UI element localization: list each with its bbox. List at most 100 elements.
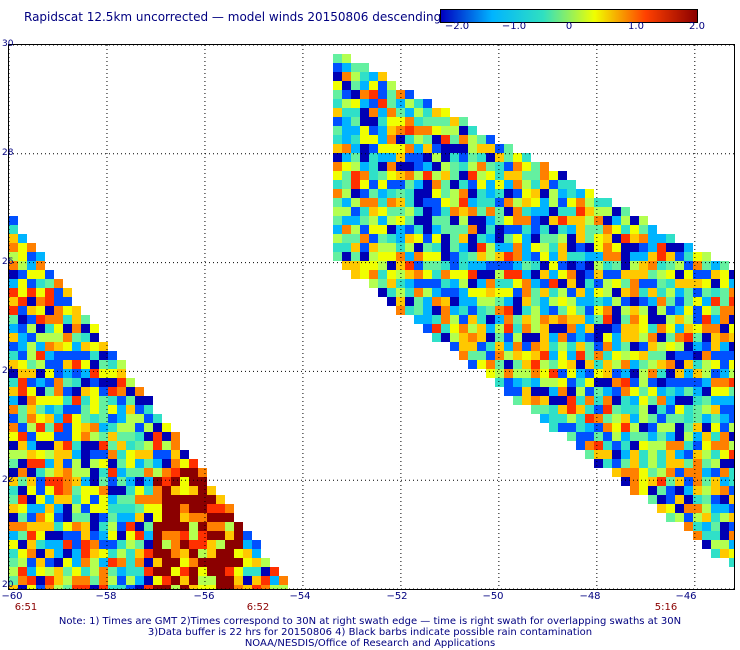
wind-cell [333,234,342,243]
wind-cell [351,243,360,252]
wind-cell [54,360,63,369]
wind-cell [171,486,180,495]
wind-cell [18,270,27,279]
wind-cell [225,513,234,522]
wind-cell [612,378,621,387]
wind-cell [90,540,99,549]
wind-cell [729,414,734,423]
wind-cell [675,324,684,333]
wind-cell [639,252,648,261]
wind-cell [189,531,198,540]
wind-cell [369,126,378,135]
wind-cell [36,387,45,396]
wind-cell [576,369,585,378]
wind-cell [144,441,153,450]
wind-cell [36,351,45,360]
wind-cell [549,324,558,333]
wind-cell [540,234,549,243]
wind-cell [360,207,369,216]
wind-cell [81,540,90,549]
wind-cell [90,369,99,378]
wind-cell [63,576,72,585]
wind-cell [333,252,342,261]
wind-cell [540,360,549,369]
wind-cell [459,288,468,297]
wind-cell [666,324,675,333]
wind-cell [720,360,729,369]
wind-cell [18,306,27,315]
wind-cell [423,198,432,207]
wind-cell [657,261,666,270]
wind-cell [639,333,648,342]
wind-cell [702,477,711,486]
wind-cell [639,450,648,459]
wind-cell [603,432,612,441]
wind-cell [612,405,621,414]
wind-cell [423,306,432,315]
wind-cell [9,252,18,261]
wind-cell [90,342,99,351]
wind-cell [486,180,495,189]
wind-cell [513,306,522,315]
wind-cell [378,225,387,234]
wind-cell [387,288,396,297]
wind-cell [495,144,504,153]
wind-cell [693,270,702,279]
wind-cell [441,108,450,117]
wind-cell [9,441,18,450]
wind-cell [18,342,27,351]
wind-cell [522,360,531,369]
wind-cell [81,468,90,477]
wind-cell [153,504,162,513]
wind-cell [522,306,531,315]
wind-cell [45,351,54,360]
wind-cell [558,297,567,306]
wind-cell [72,576,81,585]
wind-cell [405,180,414,189]
wind-cell [711,396,720,405]
wind-cell [387,135,396,144]
wind-cell [54,441,63,450]
wind-cell [720,486,729,495]
wind-cell [585,252,594,261]
wind-cell [495,333,504,342]
wind-cell [126,522,135,531]
wind-cell [693,513,702,522]
wind-cell [639,459,648,468]
wind-cell [585,450,594,459]
wind-cell [45,558,54,567]
wind-cell [423,99,432,108]
wind-cell [513,360,522,369]
wind-cell [594,450,603,459]
wind-cell [711,360,720,369]
wind-cell [468,360,477,369]
wind-cell [18,468,27,477]
wind-cell [189,558,198,567]
wind-cell [108,522,117,531]
wind-cell [99,585,108,589]
wind-cell [459,324,468,333]
wind-cell [441,306,450,315]
wind-cell [594,378,603,387]
wind-cell [693,396,702,405]
wind-cell [396,243,405,252]
wind-cell [486,333,495,342]
wind-cell [549,369,558,378]
wind-cell [558,306,567,315]
wind-cell [621,216,630,225]
wind-cell [90,468,99,477]
wind-cell [27,324,36,333]
wind-cell [351,261,360,270]
wind-cell [342,63,351,72]
wind-cell [675,468,684,477]
wind-cell [117,540,126,549]
wind-cell [621,333,630,342]
wind-cell [441,207,450,216]
wind-cell [126,549,135,558]
wind-cell [117,477,126,486]
wind-cell [522,315,531,324]
wind-cell [27,585,36,589]
wind-cell [522,207,531,216]
wind-cell [477,288,486,297]
wind-cell [486,252,495,261]
